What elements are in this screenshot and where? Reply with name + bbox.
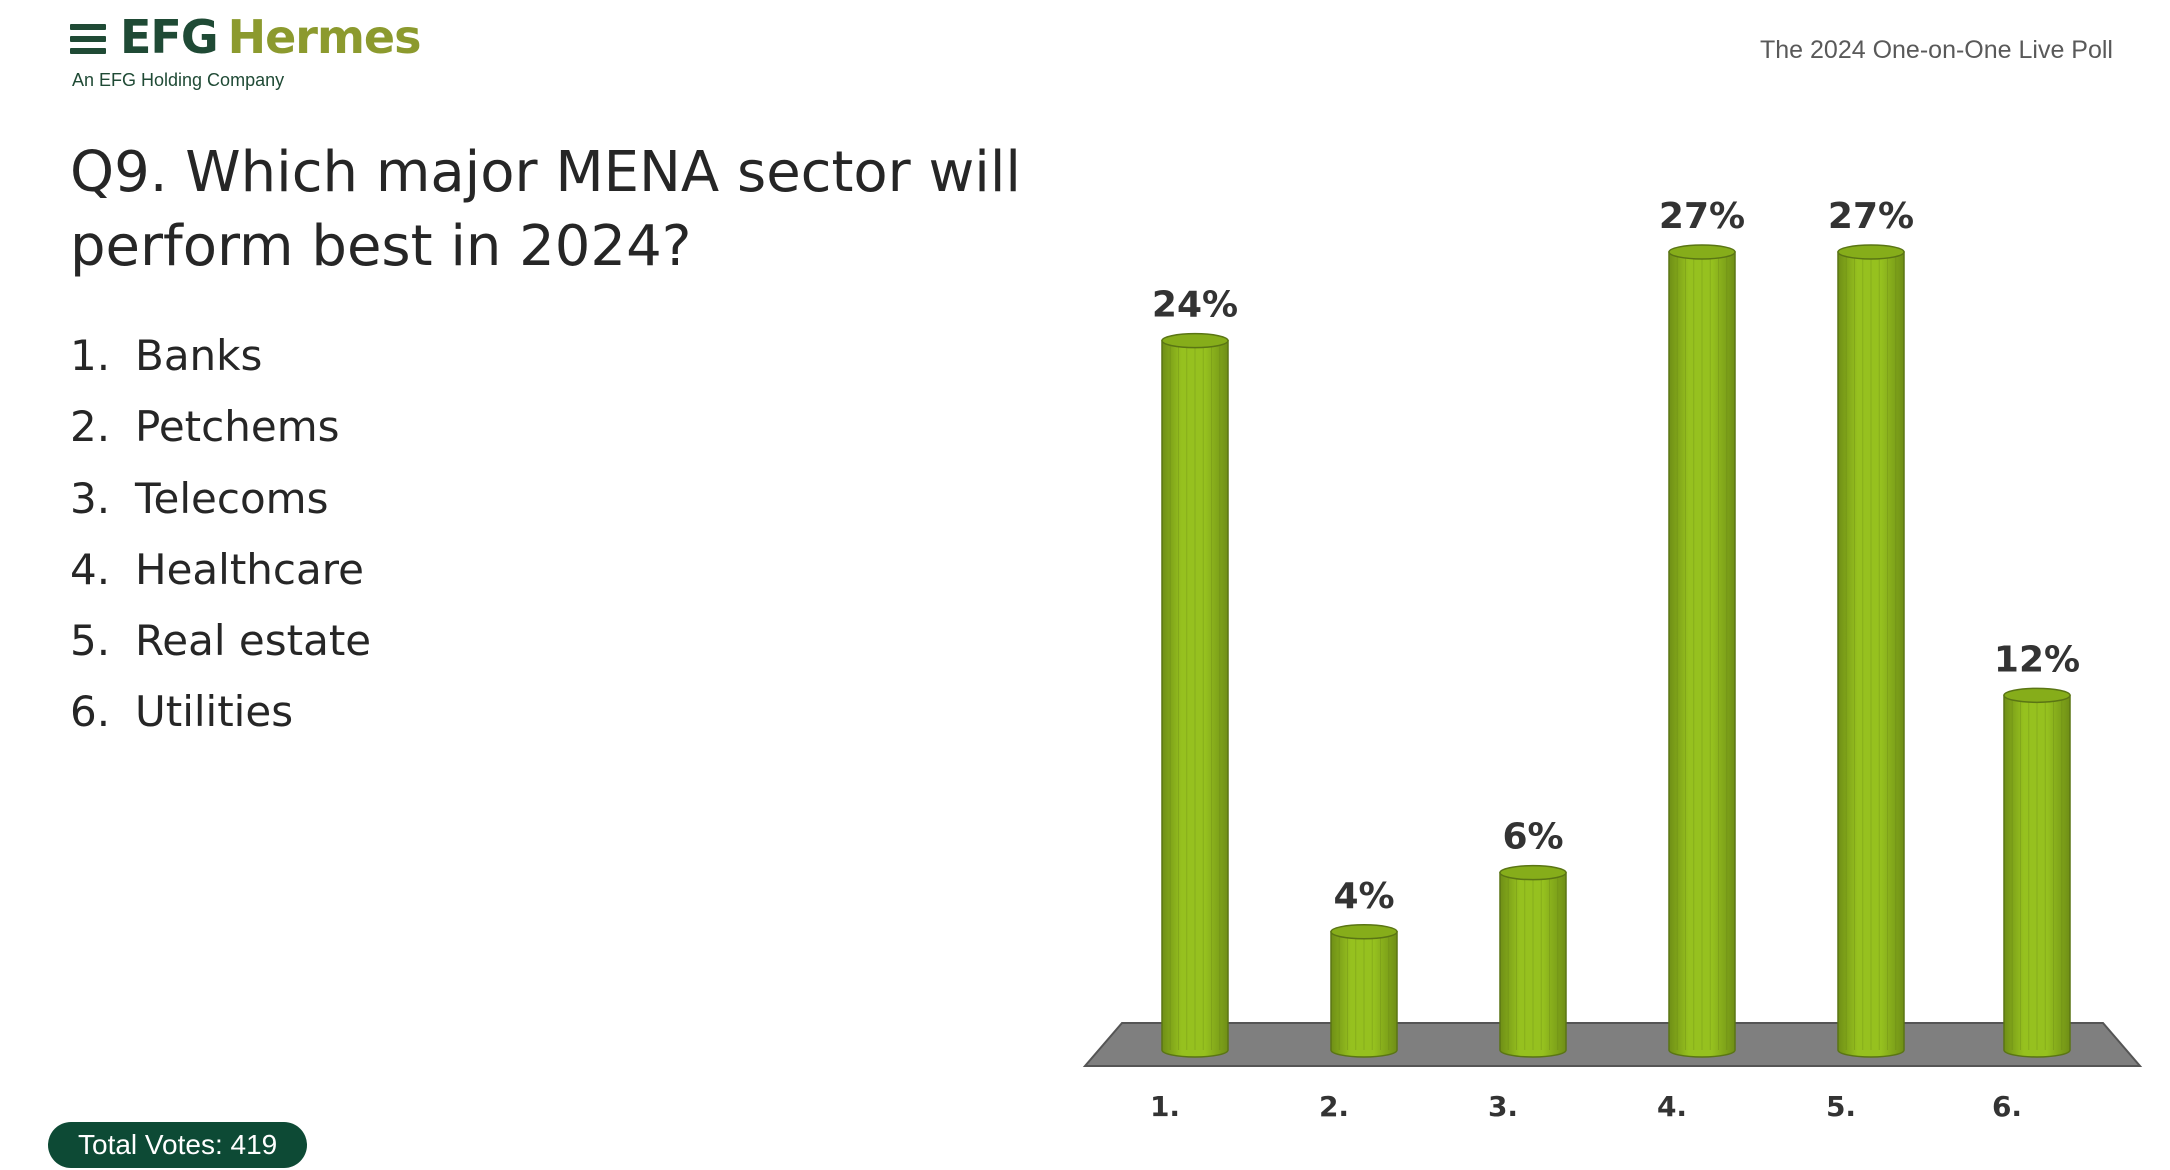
brand-name-secondary: Hermes bbox=[227, 10, 422, 64]
bar-body bbox=[1837, 251, 1905, 1058]
option-item: 5. Real estate bbox=[70, 605, 371, 676]
bar-1 bbox=[1161, 332, 1229, 1058]
option-label: Petchems bbox=[135, 402, 340, 452]
option-label: Healthcare bbox=[135, 544, 364, 594]
bar-top bbox=[1330, 924, 1398, 940]
option-item: 4. Healthcare bbox=[70, 534, 371, 605]
bar-top bbox=[1499, 864, 1567, 881]
bar-value-label: 27% bbox=[1659, 196, 1745, 237]
bar-3 bbox=[1499, 864, 1567, 1058]
chart-floor bbox=[1082, 1022, 2143, 1067]
bar-body bbox=[1668, 251, 1736, 1058]
bar-value-label: 27% bbox=[1828, 196, 1914, 237]
bar-top bbox=[1668, 244, 1736, 260]
category-label: 1. bbox=[1150, 1090, 1180, 1123]
company-logo: EFG Hermes An EFG Holding Company bbox=[70, 10, 422, 91]
category-label: 5. bbox=[1826, 1090, 1856, 1123]
option-label: Utilities bbox=[135, 687, 294, 737]
option-label: Real estate bbox=[135, 616, 372, 666]
bar-body bbox=[2003, 694, 2071, 1058]
bar-body bbox=[1499, 871, 1567, 1058]
poll-name: The 2024 One-on-One Live Poll bbox=[1760, 36, 2113, 64]
bar-6 bbox=[2003, 687, 2071, 1058]
option-label: Banks bbox=[135, 331, 263, 380]
option-number: 2. bbox=[70, 402, 111, 452]
category-label: 4. bbox=[1657, 1090, 1687, 1123]
menu-bars-logo-icon bbox=[70, 22, 106, 56]
brand-name-primary: EFG bbox=[120, 10, 219, 64]
option-number: 3. bbox=[70, 473, 111, 523]
option-item: 3. Telecoms bbox=[70, 463, 371, 534]
category-label: 6. bbox=[1992, 1090, 2022, 1123]
question-title: Q9. Which major MENA sector will perform… bbox=[70, 140, 1021, 279]
option-number: 1. bbox=[70, 331, 111, 380]
bar-4 bbox=[1668, 244, 1736, 1058]
option-item: 6. Utilities bbox=[70, 676, 371, 747]
option-number: 4. bbox=[70, 544, 111, 594]
bar-value-label: 12% bbox=[1994, 639, 2080, 680]
bar-body bbox=[1330, 931, 1398, 1058]
bar-value-label: 24% bbox=[1152, 285, 1238, 326]
bar-top bbox=[2003, 687, 2071, 704]
category-label: 3. bbox=[1488, 1090, 1518, 1123]
option-item: 2. Petchems bbox=[70, 391, 371, 462]
bar-top bbox=[1161, 332, 1229, 349]
bar-body bbox=[1161, 339, 1229, 1058]
bar-5 bbox=[1837, 244, 1905, 1058]
total-votes-badge: Total Votes: 419 bbox=[48, 1122, 308, 1168]
bar-2 bbox=[1330, 924, 1398, 1058]
option-item: 1. Banks bbox=[70, 320, 371, 391]
bar-value-label: 6% bbox=[1502, 817, 1563, 858]
bar-top bbox=[1837, 244, 1905, 260]
brand-tagline: An EFG Holding Company bbox=[72, 70, 285, 90]
category-label: 2. bbox=[1319, 1090, 1349, 1123]
bar-value-label: 4% bbox=[1333, 876, 1394, 917]
option-label: Telecoms bbox=[135, 473, 329, 523]
option-number: 6. bbox=[70, 687, 111, 737]
option-number: 5. bbox=[70, 616, 111, 666]
answer-options-list: 1. Banks 2. Petchems 3. Telecoms 4. Healthca… bbox=[70, 320, 371, 748]
